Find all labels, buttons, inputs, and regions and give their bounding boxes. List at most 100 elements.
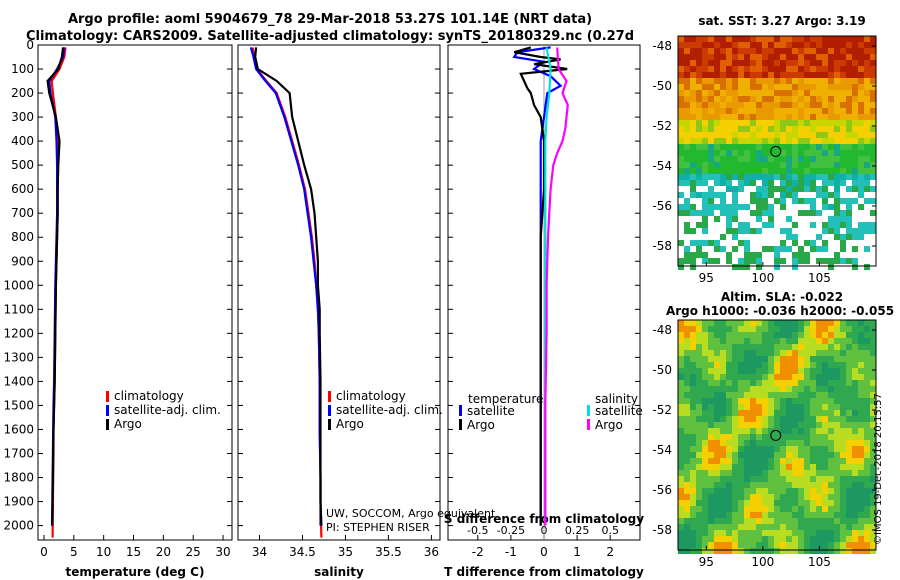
map-cell — [696, 338, 702, 344]
map-cell — [786, 96, 792, 102]
map-cell — [822, 404, 828, 410]
map-cell — [696, 404, 702, 410]
map-cell — [756, 114, 762, 120]
map-cell — [696, 326, 702, 332]
map-cell — [822, 120, 828, 126]
map-cell — [828, 36, 834, 42]
map-cell — [768, 458, 774, 464]
map-cell — [732, 452, 738, 458]
map-cell — [720, 96, 726, 102]
map-cell — [810, 386, 816, 392]
map-cell — [732, 494, 738, 500]
map-cell — [822, 326, 828, 332]
map-cell — [780, 464, 786, 470]
map-cell — [708, 338, 714, 344]
map-cell — [690, 114, 696, 120]
map-cell — [708, 186, 714, 192]
map-cell — [708, 198, 714, 204]
map-cell — [798, 258, 804, 264]
y-tick-label: 1200 — [3, 326, 34, 340]
map-cell — [768, 344, 774, 350]
map-cell — [702, 240, 708, 246]
map-cell — [732, 66, 738, 72]
map-cell — [828, 512, 834, 518]
map-cell — [738, 338, 744, 344]
map-cell — [762, 320, 768, 326]
map-cell — [690, 368, 696, 374]
map-cell — [804, 368, 810, 374]
map-cell — [810, 476, 816, 482]
map-cell — [828, 470, 834, 476]
map-cell — [870, 512, 876, 518]
map-cell — [690, 338, 696, 344]
series-line-temperature-argo — [513, 46, 568, 526]
map-cell — [756, 344, 762, 350]
map-cell — [720, 518, 726, 524]
map-cell — [840, 36, 846, 42]
map-cell — [840, 374, 846, 380]
map-cell — [786, 60, 792, 66]
map-cell — [774, 246, 780, 252]
map-cell — [858, 48, 864, 54]
map-cell — [786, 350, 792, 356]
map-cell — [852, 326, 858, 332]
map-cell — [690, 326, 696, 332]
map-cell — [816, 144, 822, 150]
map-cell — [858, 326, 864, 332]
map-cell — [828, 138, 834, 144]
map-cell — [690, 332, 696, 338]
x-tick-label: 34.5 — [289, 545, 316, 559]
map-cell — [792, 338, 798, 344]
map-cell — [840, 108, 846, 114]
map-cell — [834, 258, 840, 264]
map-cell — [786, 156, 792, 162]
argo-position-marker — [770, 429, 782, 441]
map-cell — [786, 368, 792, 374]
map-cell — [702, 500, 708, 506]
map-cell — [738, 392, 744, 398]
map-cell — [726, 252, 732, 258]
map-cell — [720, 416, 726, 422]
map-cell — [786, 234, 792, 240]
map-cell — [816, 78, 822, 84]
map-cell — [738, 512, 744, 518]
map-cell — [750, 42, 756, 48]
map-cell — [756, 518, 762, 524]
map-cell — [870, 150, 876, 156]
map-cell — [744, 320, 750, 326]
map-cell — [870, 530, 876, 536]
temperature-panel: 0100200300400500600700800900100011001200… — [3, 38, 233, 579]
legend-swatch — [106, 419, 109, 430]
map-x-tick-label: 100 — [751, 271, 774, 285]
map-cell — [792, 60, 798, 66]
map-cell — [702, 132, 708, 138]
map-cell — [696, 210, 702, 216]
map-cell — [690, 120, 696, 126]
map-cell — [840, 464, 846, 470]
map-cell — [822, 434, 828, 440]
map-cell — [696, 180, 702, 186]
map-cell — [684, 84, 690, 90]
map-cell — [822, 392, 828, 398]
map-cell — [786, 344, 792, 350]
map-cell — [870, 356, 876, 362]
map-cell — [804, 494, 810, 500]
map-cell — [864, 338, 870, 344]
map-cell — [756, 428, 762, 434]
map-cell — [864, 126, 870, 132]
map-cell — [744, 524, 750, 530]
map-cell — [768, 78, 774, 84]
map-cell — [762, 156, 768, 162]
map-cell — [792, 54, 798, 60]
map-cell — [678, 102, 684, 108]
map-cell — [828, 174, 834, 180]
map-cell — [822, 66, 828, 72]
map-cell — [846, 482, 852, 488]
map-cell — [744, 500, 750, 506]
map-cell — [708, 326, 714, 332]
map-cell — [786, 102, 792, 108]
map-cell — [864, 228, 870, 234]
map-cell — [804, 180, 810, 186]
map-cell — [846, 114, 852, 120]
map-cell — [774, 524, 780, 530]
